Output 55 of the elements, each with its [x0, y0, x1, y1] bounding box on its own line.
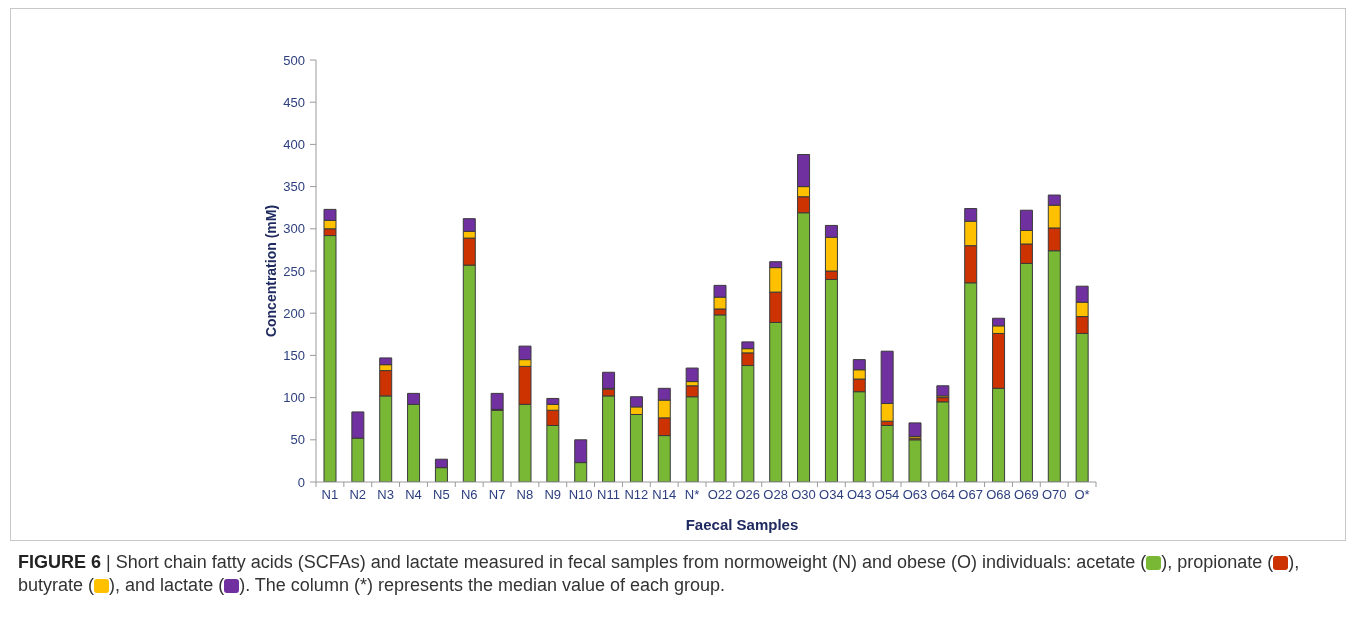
text: (: [1267, 552, 1274, 572]
caption: FIGURE 6: [18, 552, 102, 572]
x-tick-label: O69: [1014, 487, 1039, 503]
legend-label: acetate: [1076, 552, 1136, 572]
text: ),: [1161, 552, 1173, 572]
legend-label: propionate: [1177, 552, 1263, 572]
x-tick-label: N8: [516, 487, 534, 503]
x-tick-label: N6: [460, 487, 478, 503]
x-tick-label: O63: [902, 487, 928, 503]
y-tick-label: 0: [297, 474, 305, 490]
x-tick-label: N7: [488, 487, 506, 503]
text: ),: [1288, 552, 1300, 572]
legend-label: butyrate: [18, 575, 84, 595]
x-tick-label: O70: [1041, 487, 1067, 503]
x-tick-label: O26: [735, 487, 761, 503]
x-tick-label: O34: [819, 487, 844, 503]
x-tick-label: N10: [568, 487, 593, 503]
x-tick-label: N14: [652, 487, 677, 503]
x-tick-label: O43: [846, 487, 872, 503]
y-tick-label: 300: [283, 221, 305, 237]
y-tick-label: 250: [283, 263, 305, 279]
x-tick-label: O*: [1074, 487, 1090, 503]
x-tick-label: N5: [433, 487, 450, 503]
text: (: [88, 575, 95, 595]
y-tick-label: 100: [283, 390, 305, 406]
text: (: [1140, 552, 1147, 572]
y-tick-label: 400: [283, 137, 305, 153]
x-tick-label: O68: [986, 487, 1011, 503]
x-tick-label: O64: [930, 487, 956, 503]
x-tick-label: N9: [544, 487, 562, 503]
x-tick-label: N3: [377, 487, 394, 503]
x-tick-label: N1: [321, 487, 339, 503]
y-tick-label: 450: [283, 94, 305, 110]
x-tick-label: N11: [597, 487, 620, 503]
y-tick-label: 500: [283, 52, 305, 68]
legend-label: lactate: [160, 575, 214, 595]
y-tick-label: 50: [290, 432, 305, 448]
x-tick-label: O30: [791, 487, 816, 503]
text: | Short chain fatty acids (SCFAs) and lactate measured in fecal samples from normoweight (N) and obese (O) individuals:: [106, 552, 1072, 572]
x-tick-label: N2: [349, 487, 367, 503]
y-axis-title: Concentration (mM): [263, 204, 279, 338]
x-tick-label: O22: [707, 487, 733, 503]
text: ). The column (*) represents the median value of each group.: [239, 575, 726, 595]
x-tick-label: N4: [405, 487, 422, 503]
y-tick-label: 200: [283, 305, 305, 321]
x-tick-label: N12: [624, 487, 649, 503]
x-axis-title: Faecal Samples: [685, 515, 799, 533]
x-tick-label: N*: [684, 487, 700, 503]
x-tick-label: O28: [763, 487, 788, 503]
text: ), and: [109, 575, 156, 595]
text: (: [218, 575, 225, 595]
y-tick-label: 150: [283, 348, 305, 364]
x-tick-label: O67: [958, 487, 983, 503]
x-tick-label: O54: [874, 487, 900, 503]
y-tick-label: 350: [283, 179, 305, 195]
